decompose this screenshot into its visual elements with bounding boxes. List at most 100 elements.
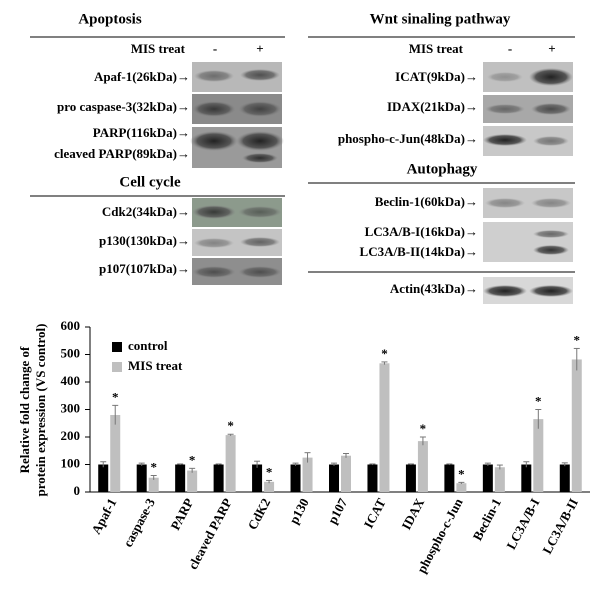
bar xyxy=(571,359,582,492)
bar xyxy=(329,464,339,492)
error-bar xyxy=(189,467,196,473)
error-bar xyxy=(150,475,157,480)
blot-label: cleaved PARP(89kDa)→ xyxy=(54,146,190,161)
blot-label: Apaf-1(26kDa)→ xyxy=(94,69,190,84)
blot-label: phospho-c-Jun(48kDa)→ xyxy=(338,131,478,146)
legend-swatch xyxy=(112,342,122,352)
error-bar xyxy=(227,433,234,436)
legend-label: MIS treat xyxy=(128,358,183,373)
bar xyxy=(98,464,109,492)
error-bar xyxy=(407,463,414,466)
significance-mark: * xyxy=(266,464,273,479)
error-bar xyxy=(458,481,465,485)
blot-band xyxy=(483,134,527,146)
error-bar xyxy=(561,462,568,467)
blot-band xyxy=(240,69,280,81)
error-bar xyxy=(215,463,222,466)
treat-label: MIS treat xyxy=(409,41,464,56)
blot-band xyxy=(485,198,525,208)
bar xyxy=(521,464,532,492)
error-bar xyxy=(496,464,503,470)
bar xyxy=(252,464,263,492)
lane-label: + xyxy=(256,41,263,56)
bar xyxy=(264,481,275,492)
blot-band xyxy=(531,198,571,208)
bar xyxy=(290,464,301,492)
error-bar xyxy=(446,463,453,466)
error-bar xyxy=(138,462,145,466)
significance-mark: * xyxy=(458,466,465,481)
blot-band xyxy=(240,237,280,247)
bar xyxy=(533,419,544,492)
error-bar xyxy=(369,463,376,466)
y-tick-label: 0 xyxy=(74,483,81,498)
bar xyxy=(379,363,390,492)
panel-title: Cell cycle xyxy=(119,174,181,190)
blot-band xyxy=(192,205,236,219)
significance-mark: * xyxy=(420,421,427,436)
blot-label: LC3A/B-II(14kDa)→ xyxy=(360,244,478,259)
x-tick-label: CdK2 xyxy=(245,496,274,532)
bar xyxy=(444,464,455,492)
blot-label: PARP(116kDa)→ xyxy=(93,125,190,140)
bar xyxy=(559,464,570,492)
x-tick-label: PARP xyxy=(167,496,196,533)
error-bar xyxy=(573,347,580,371)
blot-panels: Apoptosis MIS treat - + Apaf-1(26kDa)→ p… xyxy=(30,11,575,296)
y-axis-label: Relative fold change of xyxy=(17,346,32,473)
y-tick-label: 600 xyxy=(61,318,81,333)
blot-band xyxy=(533,245,569,255)
blot-band xyxy=(487,72,523,82)
bar xyxy=(341,455,351,492)
blot-band xyxy=(238,206,282,218)
error-bar xyxy=(254,460,261,468)
error-bar xyxy=(177,463,184,466)
significance-mark: * xyxy=(112,389,119,404)
bar xyxy=(494,467,505,492)
bar xyxy=(187,470,198,492)
y-tick-label: 400 xyxy=(61,373,81,388)
legend-label: control xyxy=(128,338,168,353)
significance-mark: * xyxy=(150,459,157,474)
blot-image xyxy=(483,222,573,262)
lane-label: - xyxy=(213,41,217,56)
x-tick-label: caspase-3 xyxy=(120,495,158,549)
blot-band xyxy=(194,238,234,248)
bar xyxy=(405,464,416,492)
panel-title: Wnt sinaling pathway xyxy=(370,11,511,27)
significance-mark: * xyxy=(381,346,388,361)
error-bar xyxy=(523,461,530,468)
bar xyxy=(456,483,467,492)
blot-label: ICAT(9kDa)→ xyxy=(395,69,478,84)
blot-band xyxy=(529,285,573,297)
blot-label: IDAX(21kDa)→ xyxy=(387,99,478,114)
blot-band xyxy=(238,101,282,117)
y-tick-label: 200 xyxy=(61,428,81,443)
blot-band xyxy=(242,153,278,163)
bar xyxy=(148,477,159,492)
blot-label: Cdk2(34kDa)→ xyxy=(102,204,190,219)
blot-band xyxy=(238,266,282,278)
y-tick-label: 300 xyxy=(61,400,81,415)
error-bar xyxy=(535,409,542,429)
blot-band xyxy=(236,131,284,151)
error-bar xyxy=(100,461,107,468)
error-bar xyxy=(292,462,299,466)
blot-label: pro caspase-3(32kDa)→ xyxy=(57,99,190,114)
bar xyxy=(175,464,186,492)
significance-mark: * xyxy=(227,418,234,433)
x-tick-label: Beclin-1 xyxy=(470,496,505,543)
significance-mark: * xyxy=(574,332,581,347)
error-bar xyxy=(343,453,349,458)
significance-mark: * xyxy=(535,393,542,408)
blot-label: Beclin-1(60kDa)→ xyxy=(375,194,478,209)
blot-label: LC3A/B-I(16kDa)→ xyxy=(365,224,478,239)
blot-label: p130(130kDa)→ xyxy=(99,233,190,248)
bar xyxy=(367,464,378,492)
legend-swatch xyxy=(112,362,122,372)
blot-band xyxy=(192,101,236,117)
y-tick-label: 500 xyxy=(61,345,81,360)
y-tick-label: 100 xyxy=(61,455,81,470)
x-tick-label: LC3A/B-I xyxy=(503,496,542,552)
bar xyxy=(136,464,147,492)
